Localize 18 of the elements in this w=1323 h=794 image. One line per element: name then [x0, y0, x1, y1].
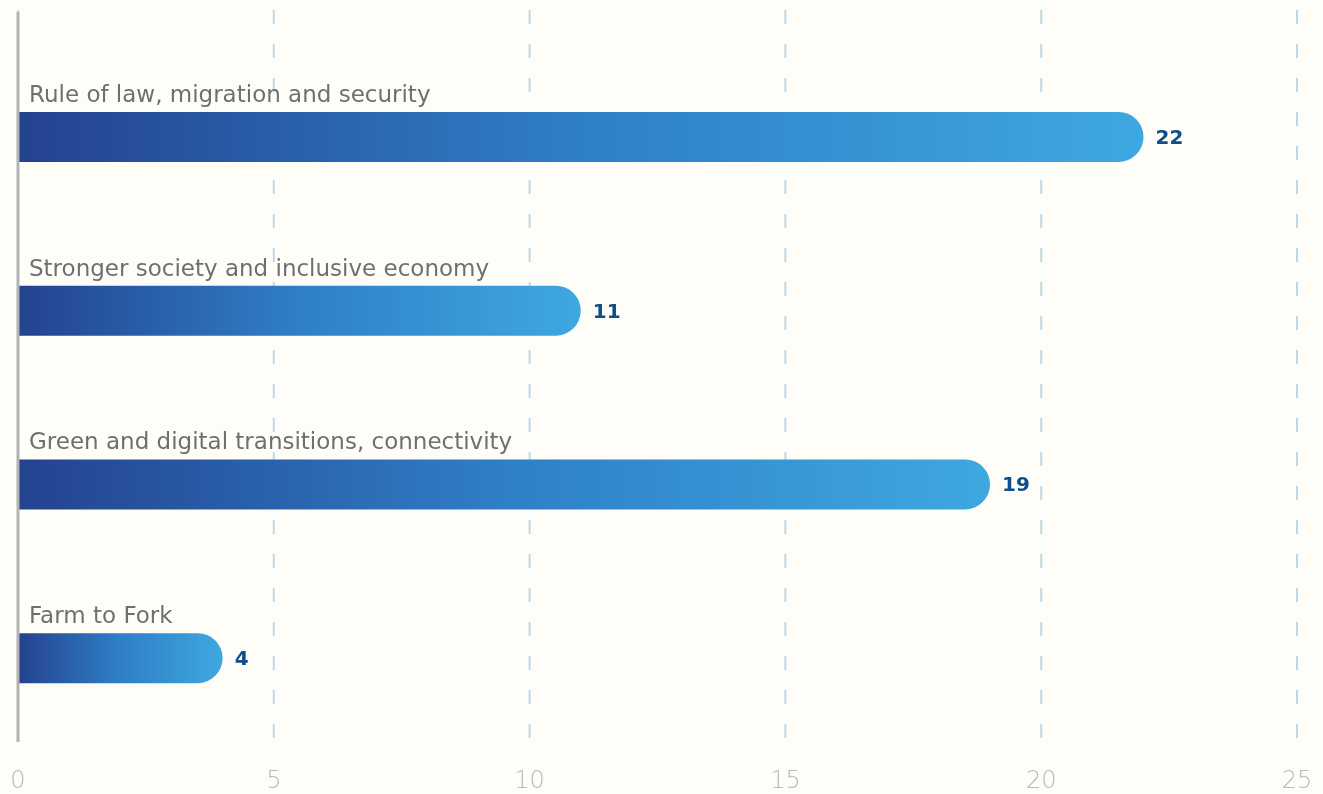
data-label: 22 [1155, 124, 1184, 149]
bar [18, 285, 581, 336]
y-tick-label: Green and digital transitions, connectivity [29, 428, 513, 455]
x-tick-label: 0 [10, 766, 26, 794]
x-tick-label: 15 [770, 766, 801, 794]
data-label: 19 [1002, 472, 1030, 497]
y-tick-label: Farm to Fork [29, 602, 174, 629]
bar [18, 111, 1144, 162]
x-tick-label: 10 [514, 766, 545, 794]
x-tick-label: 25 [1281, 766, 1313, 794]
data-label: 11 [592, 298, 621, 323]
y-tick-label: Rule of law, migration and security [29, 80, 431, 107]
data-label: 4 [234, 646, 249, 671]
x-tick-label: 5 [266, 766, 282, 794]
bar [18, 633, 223, 684]
bar [18, 459, 990, 510]
y-tick-label: Stronger society and inclusive economy [29, 254, 490, 281]
x-tick-label: 20 [1025, 766, 1057, 794]
